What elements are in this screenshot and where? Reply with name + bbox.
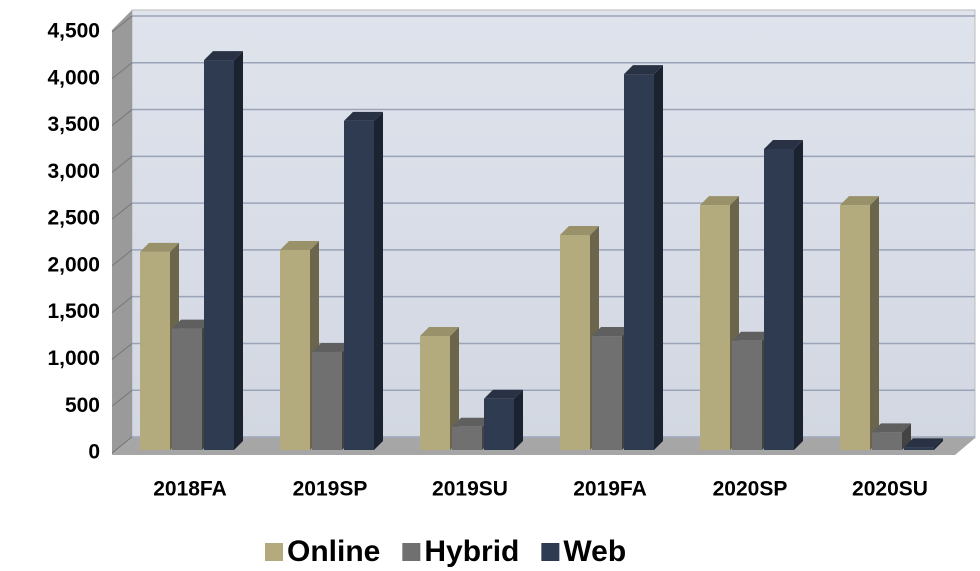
bar-top <box>420 327 459 337</box>
bar <box>204 60 234 451</box>
bar-top <box>560 226 599 236</box>
bar-top <box>764 139 803 149</box>
legend-swatch <box>265 543 283 561</box>
bar-top <box>140 242 179 252</box>
side-grid-line <box>111 202 133 220</box>
side-grid-line <box>111 249 133 267</box>
bar-side <box>450 327 459 450</box>
legend-label: Online <box>287 535 380 568</box>
y-tick-label: 2,500 <box>47 207 100 230</box>
x-tick-label: 2020SU <box>852 478 928 501</box>
y-tick-label: 1,500 <box>47 300 100 323</box>
bar-top <box>904 438 943 448</box>
x-tick-label: 2018FA <box>153 478 227 501</box>
bar-top <box>700 196 739 206</box>
x-tick-label: 2019SP <box>293 478 368 501</box>
y-tick-label: 0 <box>88 441 100 464</box>
bar-top <box>204 51 243 61</box>
bar <box>560 235 590 450</box>
bar-top <box>452 417 491 427</box>
bar-top <box>172 319 211 329</box>
bar <box>624 74 654 450</box>
bar-top <box>484 389 523 399</box>
bar-top <box>624 65 663 75</box>
bar-top <box>592 327 631 337</box>
bar <box>484 398 514 450</box>
bar <box>420 336 450 450</box>
y-tick-label: 3,000 <box>47 160 100 183</box>
bar <box>764 148 794 450</box>
bar-top <box>280 240 319 250</box>
bar-top <box>344 111 383 121</box>
bar <box>140 251 170 450</box>
side-grid-line <box>111 15 133 33</box>
y-tick-label: 4,000 <box>47 66 100 89</box>
side-grid-line <box>111 155 133 173</box>
bar <box>452 426 482 450</box>
side-grid-line <box>111 296 133 314</box>
y-tick-label: 1,000 <box>47 347 100 370</box>
legend-swatch <box>402 543 421 561</box>
bar-side <box>654 65 663 450</box>
bar <box>280 249 310 450</box>
side-grid-line <box>111 343 133 360</box>
legend-label: Web <box>563 535 626 568</box>
bar <box>700 205 730 450</box>
legend-label: Hybrid <box>424 535 519 568</box>
bar <box>344 120 374 450</box>
y-tick-label: 4,500 <box>47 20 100 43</box>
bar <box>840 205 870 450</box>
x-tick-label: 2020SP <box>713 478 788 501</box>
bar <box>732 340 762 450</box>
legend-swatch <box>541 543 560 561</box>
side-grid-line <box>111 109 133 126</box>
bar-side <box>514 389 523 450</box>
bar-side <box>902 423 911 450</box>
bar <box>872 432 902 450</box>
bar <box>172 328 202 450</box>
y-tick-label: 3,500 <box>47 113 100 136</box>
bar-side <box>234 51 243 451</box>
bar-top <box>840 196 879 206</box>
y-tick-label: 2,000 <box>47 253 100 276</box>
bar-side <box>870 196 879 450</box>
bar-top <box>312 342 351 352</box>
x-tick-label: 2019FA <box>573 478 647 501</box>
bar-side <box>934 438 943 450</box>
bar <box>904 447 934 450</box>
bar-top <box>872 423 911 433</box>
bar-side <box>794 139 803 450</box>
bar <box>592 336 622 450</box>
x-tick-label: 2019SU <box>432 478 508 501</box>
bar-side <box>374 111 383 450</box>
bar-top <box>732 331 771 341</box>
side-grid-line <box>111 62 133 80</box>
bar <box>312 351 342 450</box>
y-tick-label: 500 <box>65 394 100 417</box>
side-grid-line <box>111 436 133 454</box>
side-grid-line <box>111 389 133 407</box>
